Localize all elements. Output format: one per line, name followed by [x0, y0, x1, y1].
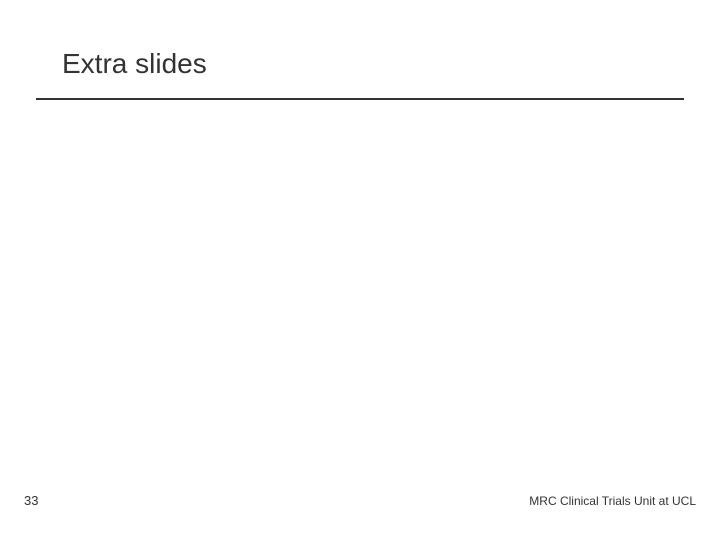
- page-number: 33: [24, 493, 38, 508]
- slide-title: Extra slides: [62, 48, 207, 80]
- slide-container: Extra slides 33 MRC Clinical Trials Unit…: [0, 0, 720, 540]
- footer-text: MRC Clinical Trials Unit at UCL: [529, 494, 696, 508]
- title-underline-rule: [36, 98, 684, 100]
